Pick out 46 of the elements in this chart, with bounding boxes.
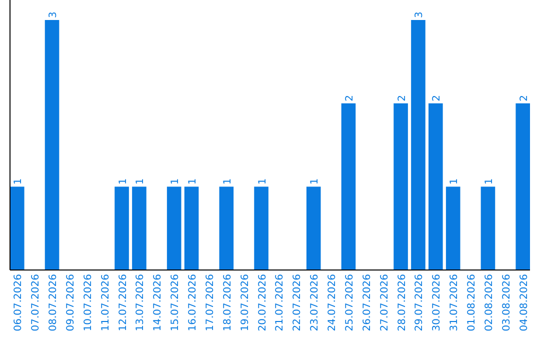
x-tick-label: 19.07.2026 — [240, 274, 251, 332]
x-tick-label: 27.07.2026 — [379, 274, 390, 332]
x-tick-label: 21.07.2026 — [274, 274, 286, 332]
data-label: 1 — [310, 178, 321, 185]
x-tick-label: 22.07.2026 — [292, 274, 304, 332]
x-tick-label: 01.08.2026 — [466, 274, 478, 332]
data-label: 1 — [484, 178, 495, 185]
data-label: 1 — [13, 178, 24, 185]
data-label: 2 — [344, 94, 356, 102]
data-label: 2 — [396, 94, 408, 102]
x-tick-label: 29.07.2026 — [414, 274, 426, 332]
data-label: 1 — [257, 178, 268, 185]
data-label: 1 — [170, 178, 182, 185]
x-tick-label: 31.07.2026 — [449, 274, 460, 332]
x-tick-label: 18.07.2026 — [222, 274, 234, 332]
data-label: 1 — [222, 178, 234, 185]
data-label: 2 — [432, 94, 443, 102]
x-tick-label: 14.07.2026 — [152, 274, 164, 332]
data-label: 2 — [518, 94, 530, 102]
data-label: 1 — [188, 178, 199, 185]
x-tick-label: 13.07.2026 — [135, 274, 146, 332]
x-tick-label: 28.07.2026 — [396, 274, 408, 332]
x-tick-label: 08.07.2026 — [48, 274, 60, 332]
x-tick-label: 06.07.2026 — [13, 274, 24, 332]
x-tick-label: 23.07.2026 — [310, 274, 321, 332]
data-label: 3 — [414, 12, 426, 18]
x-tick-label: 09.07.2026 — [65, 274, 76, 332]
x-tick-label: 12.07.2026 — [118, 274, 129, 332]
x-tick-label: 15.07.2026 — [170, 274, 182, 332]
x-tick-label: 11.07.2026 — [100, 274, 112, 332]
x-tick-label: 16.07.2026 — [188, 274, 199, 332]
x-tick-label: 24.07.2026 — [327, 274, 338, 332]
x-tick-label: 25.07.2026 — [344, 274, 356, 332]
x-tick-label: 17.07.2026 — [204, 274, 216, 332]
x-tick-label: 02.08.2026 — [484, 274, 495, 332]
data-label: 3 — [48, 12, 60, 18]
x-tick-label: 10.07.2026 — [82, 274, 94, 332]
x-tick-label: 07.07.2026 — [30, 274, 42, 332]
data-label: 1 — [118, 178, 129, 185]
x-tick-label: 30.07.2026 — [432, 274, 443, 332]
x-tick-label: 26.07.2026 — [362, 274, 373, 332]
data-label: 1 — [449, 178, 460, 185]
data-label: 1 — [135, 178, 146, 185]
x-tick-label: 03.08.2026 — [501, 274, 512, 332]
x-tick-label: 04.08.2026 — [518, 274, 530, 332]
x-tick-label: 20.07.2026 — [257, 274, 268, 332]
